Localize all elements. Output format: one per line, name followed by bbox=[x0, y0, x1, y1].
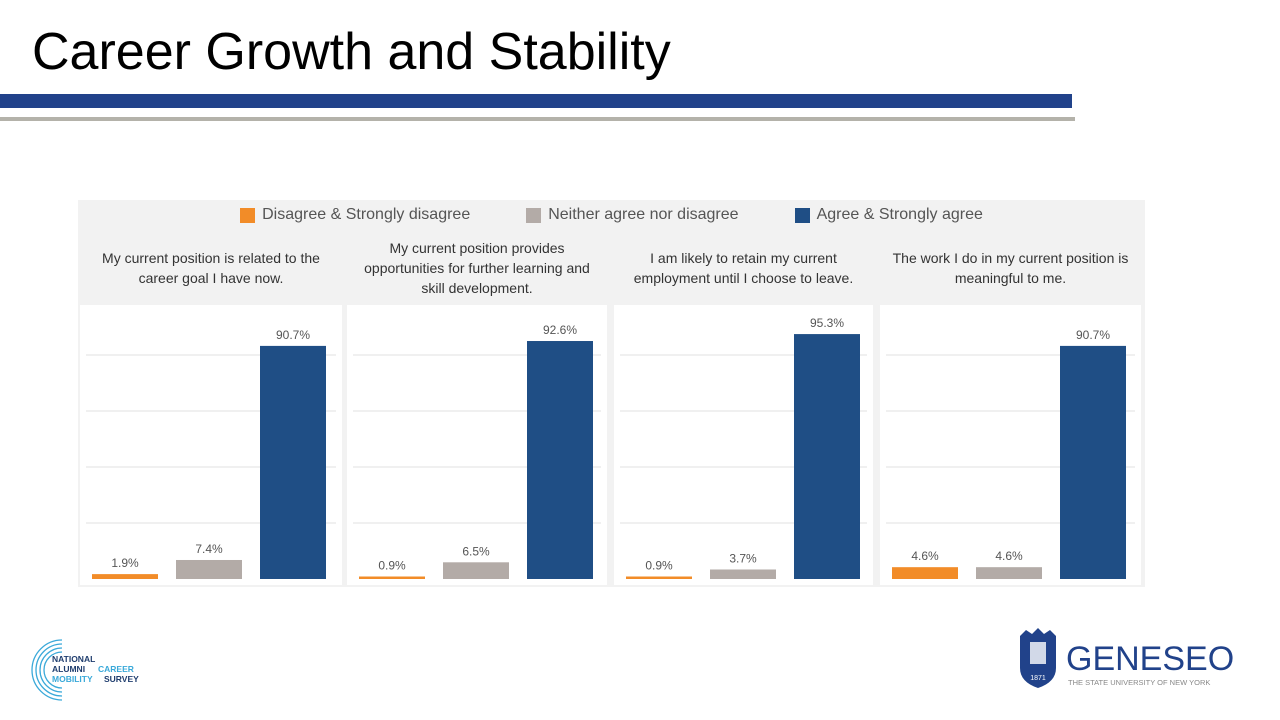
logo-text: CAREER bbox=[98, 664, 134, 674]
legend-swatch bbox=[794, 207, 810, 223]
panel-plot: 0.9% 6.5% 92.6% bbox=[347, 305, 607, 585]
data-label: 3.7% bbox=[729, 551, 757, 565]
title-rule-blue bbox=[0, 94, 1072, 108]
data-label: 95.3% bbox=[810, 316, 844, 330]
panel-plot: 4.6% 4.6% 90.7% bbox=[880, 305, 1141, 585]
data-label: 4.6% bbox=[911, 549, 939, 563]
panel-title: I am likely to retain my current employm… bbox=[633, 250, 854, 286]
data-label: 90.7% bbox=[1076, 328, 1110, 342]
geneseo-logo: 1871 GENESEO THE STATE UNIVERSITY OF NEW… bbox=[1020, 628, 1234, 688]
data-label: 7.4% bbox=[195, 542, 223, 556]
legend-label: Disagree & Strongly disagree bbox=[262, 206, 471, 223]
bar bbox=[976, 567, 1042, 579]
bar bbox=[527, 341, 593, 579]
panel-title: My current position provides opportuniti… bbox=[364, 240, 590, 296]
legend-item: Disagree & Strongly disagree bbox=[240, 206, 470, 224]
data-label: 90.7% bbox=[276, 328, 310, 342]
panel-title: My current position is related to the ca… bbox=[102, 250, 320, 286]
data-label: 4.6% bbox=[995, 549, 1023, 563]
bar bbox=[176, 559, 242, 579]
data-label: 1.9% bbox=[111, 556, 139, 570]
logo-subtitle: THE STATE UNIVERSITY OF NEW YORK bbox=[1068, 678, 1210, 687]
slide-title: Career Growth and Stability bbox=[32, 23, 671, 81]
legend-item: Neither agree nor disagree bbox=[526, 206, 739, 224]
bar bbox=[794, 334, 860, 579]
legend: Disagree & Strongly disagree Neither agr… bbox=[78, 206, 1145, 224]
bar bbox=[892, 567, 958, 579]
bar bbox=[626, 576, 692, 579]
legend-swatch bbox=[240, 207, 256, 223]
legend-label: Agree & Strongly agree bbox=[816, 206, 983, 223]
legend-swatch bbox=[526, 207, 542, 223]
data-label: 0.9% bbox=[378, 559, 406, 573]
legend-label: Neither agree nor disagree bbox=[548, 206, 739, 223]
logo-text: MOBILITY bbox=[52, 674, 93, 684]
logo-name: GENESEO bbox=[1066, 640, 1234, 678]
bar bbox=[710, 569, 776, 579]
logo-text: ALUMNI bbox=[52, 664, 85, 674]
panel-title: The work I do in my current position is … bbox=[892, 250, 1129, 286]
bar bbox=[260, 345, 326, 579]
data-label: 92.6% bbox=[543, 323, 577, 337]
chart: Disagree & Strongly disagree Neither agr… bbox=[78, 200, 1145, 587]
title-rule-gray bbox=[0, 117, 1075, 121]
bar bbox=[1060, 345, 1126, 579]
logo-year: 1871 bbox=[1030, 675, 1046, 682]
bar bbox=[443, 562, 509, 579]
bar bbox=[92, 574, 158, 579]
legend-item: Agree & Strongly agree bbox=[794, 206, 983, 224]
panel-plot: 0.9% 3.7% 95.3% bbox=[614, 305, 873, 585]
data-label: 0.9% bbox=[645, 559, 673, 573]
logo-text: SURVEY bbox=[104, 674, 139, 684]
panel-plot: 1.9% 7.4% 90.7% bbox=[80, 305, 342, 585]
logo-text: NATIONAL bbox=[52, 654, 95, 664]
bar bbox=[359, 576, 425, 579]
nacms-logo: NATIONAL ALUMNI CAREER MOBILITY SURVEY bbox=[31, 639, 139, 701]
data-label: 6.5% bbox=[462, 544, 490, 558]
